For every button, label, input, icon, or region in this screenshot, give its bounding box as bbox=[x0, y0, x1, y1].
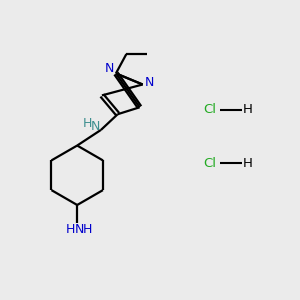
Text: Cl: Cl bbox=[203, 103, 216, 116]
Text: N: N bbox=[105, 62, 114, 75]
Text: H: H bbox=[243, 103, 253, 116]
Text: H: H bbox=[66, 223, 75, 236]
Text: H: H bbox=[83, 223, 92, 236]
Text: N: N bbox=[75, 223, 84, 236]
Text: H: H bbox=[82, 116, 92, 130]
Text: Cl: Cl bbox=[203, 157, 216, 170]
Text: N: N bbox=[145, 76, 154, 89]
Text: N: N bbox=[90, 120, 100, 134]
Text: H: H bbox=[243, 157, 253, 170]
